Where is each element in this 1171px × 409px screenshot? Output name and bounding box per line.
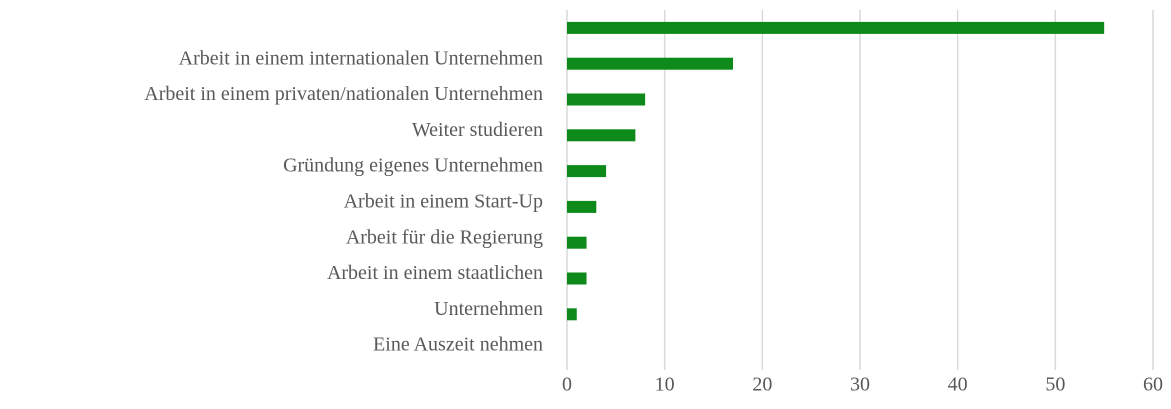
- bar: [567, 165, 607, 178]
- x-tick-label: 30: [850, 374, 870, 396]
- bar: [567, 200, 597, 213]
- y-tick-label: Unternehmen: [434, 298, 543, 320]
- y-tick-label: Gründung eigenes Unternehmen: [283, 155, 543, 177]
- y-tick-label: Arbeit in einem staatlichen: [327, 262, 543, 284]
- x-tick-label: 50: [1045, 374, 1065, 396]
- x-tick-label: 20: [752, 374, 772, 396]
- bar: [567, 129, 636, 142]
- bar: [567, 57, 734, 70]
- bar: [567, 21, 1105, 34]
- x-tick-label: 10: [655, 374, 675, 396]
- y-tick-label: Arbeit für die Regierung: [346, 226, 543, 248]
- y-tick-label: Arbeit in einem internationalen Unterneh…: [179, 47, 543, 69]
- x-tick-label: 40: [948, 374, 968, 396]
- y-tick-label: Eine Auszeit nehmen: [373, 334, 543, 356]
- bar: [567, 236, 587, 249]
- bar: [567, 93, 646, 106]
- x-tick-label: 0: [562, 374, 572, 396]
- y-tick-label: Arbeit in einem Start-Up: [344, 190, 543, 212]
- bar: [567, 272, 587, 285]
- x-tick-label: 60: [1143, 374, 1163, 396]
- bar: [567, 308, 577, 321]
- y-tick-label: Weiter studieren: [412, 119, 543, 141]
- y-tick-label: Arbeit in einem privaten/nationalen Unte…: [144, 83, 543, 105]
